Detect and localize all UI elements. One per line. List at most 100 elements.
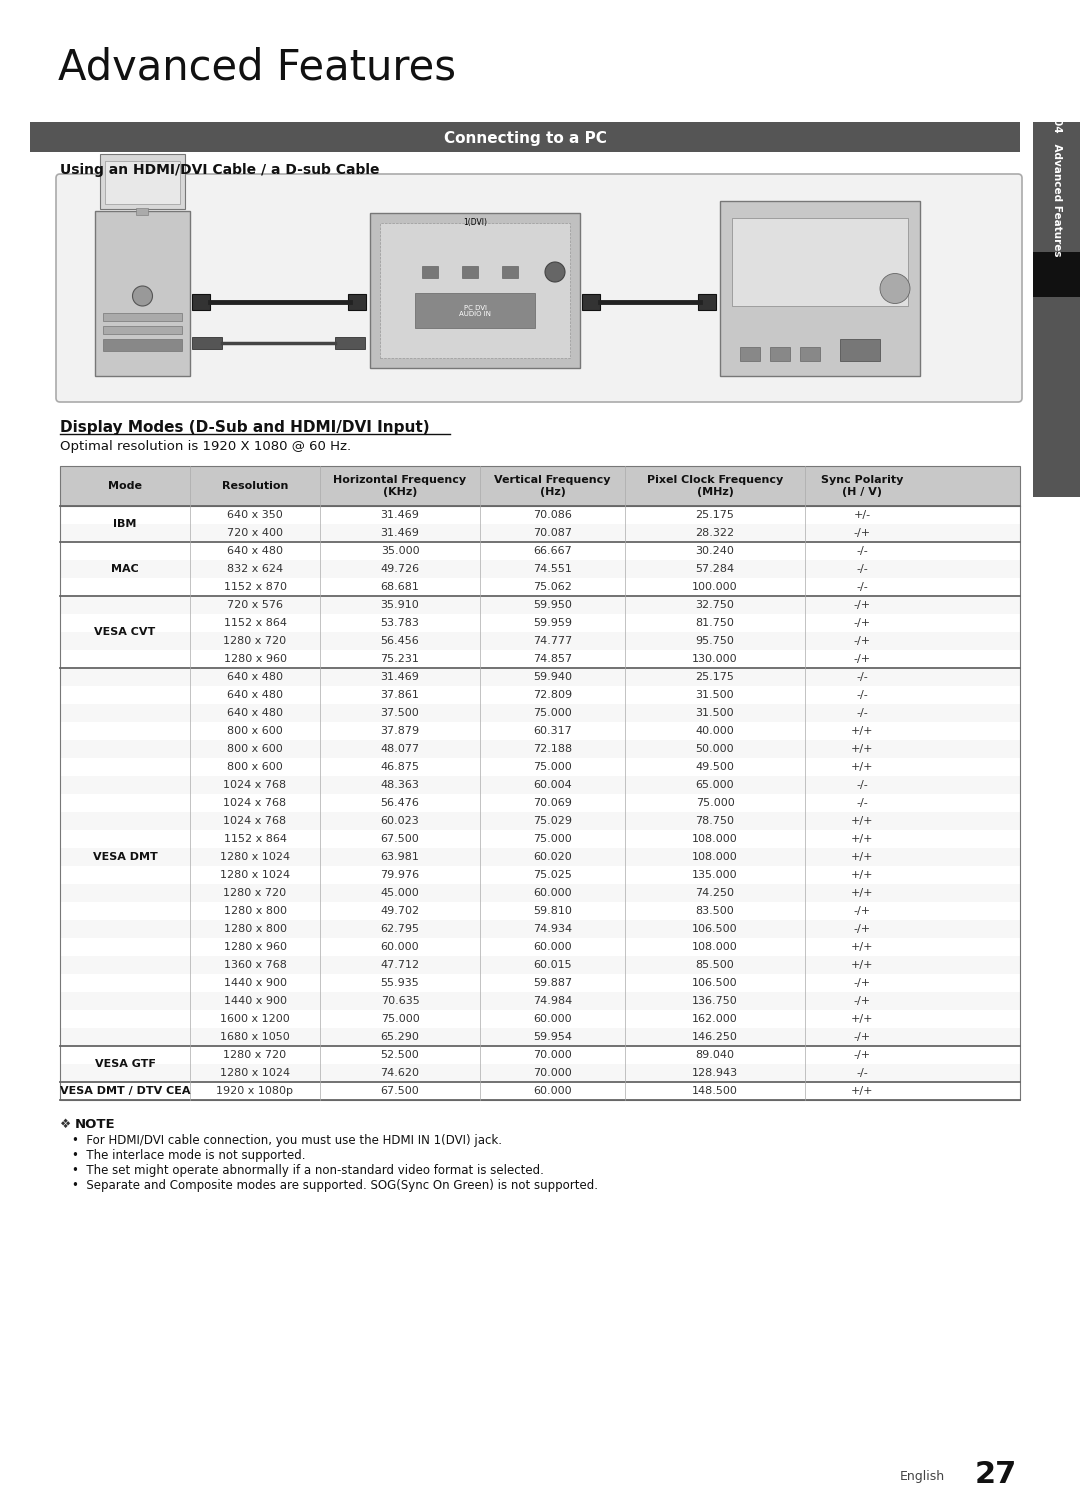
Text: ❖: ❖	[60, 1118, 71, 1131]
Text: 108.000: 108.000	[692, 852, 738, 862]
Bar	[60, 686, 1020, 704]
Text: 720 x 400: 720 x 400	[227, 527, 283, 538]
Text: •  The interlace mode is not supported.: • The interlace mode is not supported.	[72, 1149, 306, 1162]
Text: 27: 27	[975, 1460, 1017, 1490]
Text: 800 x 600: 800 x 600	[227, 762, 283, 772]
Bar	[100, 154, 185, 209]
Text: 1280 x 720: 1280 x 720	[224, 1050, 286, 1061]
Text: 800 x 600: 800 x 600	[227, 726, 283, 737]
Text: 720 x 576: 720 x 576	[227, 601, 283, 610]
Text: English: English	[900, 1470, 945, 1484]
Bar	[192, 294, 210, 309]
Text: 65.290: 65.290	[380, 1032, 419, 1041]
Text: 40.000: 40.000	[696, 726, 734, 737]
Text: 37.879: 37.879	[380, 726, 419, 737]
Text: -/-: -/-	[856, 708, 868, 719]
Bar	[502, 266, 518, 278]
Text: 75.025: 75.025	[534, 870, 572, 880]
Text: Vertical Frequency
(Hz): Vertical Frequency (Hz)	[495, 475, 611, 498]
Text: 70.086: 70.086	[534, 509, 572, 520]
Bar	[732, 218, 908, 306]
Text: +/+: +/+	[851, 726, 874, 737]
Text: 70.000: 70.000	[534, 1050, 572, 1061]
Text: 1280 x 720: 1280 x 720	[224, 636, 286, 645]
Text: 1280 x 960: 1280 x 960	[224, 654, 286, 663]
Text: 74.620: 74.620	[380, 1068, 419, 1079]
Text: 59.940: 59.940	[534, 672, 572, 681]
Text: 59.887: 59.887	[532, 979, 572, 988]
Text: 832 x 624: 832 x 624	[227, 565, 283, 574]
Bar	[60, 614, 1020, 632]
Text: 800 x 600: 800 x 600	[227, 744, 283, 754]
Bar	[60, 902, 1020, 920]
Text: Display Modes (D-Sub and HDMI/DVI Input): Display Modes (D-Sub and HDMI/DVI Input)	[60, 420, 430, 435]
Bar	[60, 1046, 1020, 1064]
Text: 47.712: 47.712	[380, 961, 419, 970]
Circle shape	[880, 273, 910, 303]
Bar	[840, 339, 880, 362]
Text: 1280 x 960: 1280 x 960	[224, 943, 286, 952]
Text: 67.500: 67.500	[380, 1086, 419, 1097]
Text: 30.240: 30.240	[696, 545, 734, 556]
Bar	[60, 524, 1020, 542]
Bar	[60, 1082, 1020, 1100]
Text: PC DVI
AUDIO IN: PC DVI AUDIO IN	[459, 305, 491, 318]
Text: 1280 x 800: 1280 x 800	[224, 905, 286, 916]
Text: -/-: -/-	[856, 565, 868, 574]
Text: 1280 x 1024: 1280 x 1024	[220, 852, 291, 862]
Text: 1024 x 768: 1024 x 768	[224, 798, 286, 808]
Text: 60.020: 60.020	[534, 852, 572, 862]
Text: -/+: -/+	[854, 996, 872, 1005]
Text: -/-: -/-	[856, 672, 868, 681]
Text: 68.681: 68.681	[380, 583, 419, 592]
FancyBboxPatch shape	[56, 173, 1022, 402]
Bar	[60, 632, 1020, 650]
Bar	[60, 992, 1020, 1010]
Text: Using an HDMI/DVI Cable / a D-sub Cable: Using an HDMI/DVI Cable / a D-sub Cable	[60, 163, 379, 176]
Bar	[60, 775, 1020, 793]
Bar	[103, 326, 183, 335]
Bar	[192, 338, 222, 350]
Text: 1152 x 864: 1152 x 864	[224, 619, 286, 627]
Text: 60.000: 60.000	[534, 943, 571, 952]
Text: -/+: -/+	[854, 1050, 872, 1061]
Text: 106.500: 106.500	[692, 923, 738, 934]
Text: 46.875: 46.875	[380, 762, 419, 772]
Text: 74.934: 74.934	[532, 923, 572, 934]
Text: 55.935: 55.935	[380, 979, 419, 988]
Text: 1024 x 768: 1024 x 768	[224, 816, 286, 826]
Text: 640 x 480: 640 x 480	[227, 672, 283, 681]
Bar	[103, 339, 183, 351]
Bar	[136, 208, 148, 215]
Bar	[348, 294, 366, 309]
Bar	[1032, 297, 1080, 498]
Text: -/-: -/-	[856, 1068, 868, 1079]
Bar	[800, 347, 820, 362]
Text: 1600 x 1200: 1600 x 1200	[220, 1014, 289, 1023]
Text: -/+: -/+	[854, 905, 872, 916]
Text: 49.726: 49.726	[380, 565, 419, 574]
Text: 56.476: 56.476	[380, 798, 419, 808]
Text: -/-: -/-	[856, 545, 868, 556]
Text: 70.087: 70.087	[534, 527, 572, 538]
Text: 37.500: 37.500	[380, 708, 419, 719]
Text: 1280 x 1024: 1280 x 1024	[220, 870, 291, 880]
Text: -/+: -/+	[854, 619, 872, 627]
Text: 59.954: 59.954	[534, 1032, 572, 1041]
Text: 35.000: 35.000	[380, 545, 419, 556]
Text: -/+: -/+	[854, 636, 872, 645]
Text: 640 x 350: 640 x 350	[227, 509, 283, 520]
Text: 1(DVI): 1(DVI)	[463, 218, 487, 227]
Text: 1440 x 900: 1440 x 900	[224, 979, 286, 988]
Text: 53.783: 53.783	[380, 619, 419, 627]
Bar	[60, 849, 1020, 867]
Text: 1920 x 1080p: 1920 x 1080p	[216, 1086, 294, 1097]
Text: 1152 x 870: 1152 x 870	[224, 583, 286, 592]
Text: -/-: -/-	[856, 583, 868, 592]
Text: 1024 x 768: 1024 x 768	[224, 780, 286, 790]
Text: 1680 x 1050: 1680 x 1050	[220, 1032, 289, 1041]
Text: 72.188: 72.188	[532, 744, 572, 754]
Bar	[60, 867, 1020, 884]
Text: 640 x 480: 640 x 480	[227, 545, 283, 556]
Text: 78.750: 78.750	[696, 816, 734, 826]
